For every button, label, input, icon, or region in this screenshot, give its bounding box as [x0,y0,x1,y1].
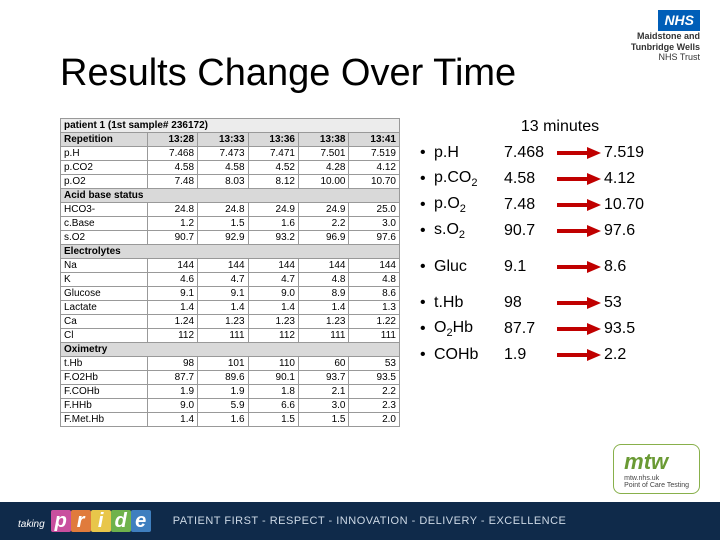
param-label: p.H [434,144,504,162]
param-label: COHb [434,346,504,364]
summary-row: •s.O290.797.6 [420,220,700,242]
table-row: t.Hb981011106053 [61,357,400,371]
mtw-logo: mtw mtw.nhs.ukPoint of Care Testing [613,444,700,494]
value-start: 90.7 [504,222,554,240]
value-start: 7.468 [504,144,554,162]
nhs-badge: NHS [658,10,700,31]
value-end: 10.70 [604,196,659,214]
arrow-icon [554,260,604,274]
param-label: Gluc [434,258,504,276]
table-row: F.O2Hb87.789.690.193.793.5 [61,371,400,385]
param-label: s.O2 [434,221,504,241]
table-row: Glucose9.19.19.08.98.6 [61,287,400,301]
table-row: p.H7.4687.4737.4717.5017.519 [61,147,400,161]
value-end: 4.12 [604,170,659,188]
arrow-icon [554,146,604,160]
value-end: 8.6 [604,258,659,276]
value-end: 97.6 [604,222,659,240]
summary-panel: 13 minutes •p.H7.4687.519•p.CO24.584.12•… [420,118,700,370]
summary-row: •O2Hb87.793.5 [420,318,700,340]
pride-letter: i [91,510,111,532]
nhs-trust-logo: NHS Maidstone and Tunbridge Wells NHS Tr… [631,10,700,63]
summary-row: •COHb1.92.2 [420,344,700,366]
page-title: Results Change Over Time [60,52,516,95]
arrow-icon [554,322,604,336]
arrow-icon [554,348,604,362]
values-text: PATIENT FIRST - RESPECT - INNOVATION - D… [173,515,567,527]
section-header: Acid base status [61,189,400,203]
arrow-icon [554,296,604,310]
table-row: p.O27.488.038.1210.0010.70 [61,175,400,189]
pride-letter: d [111,510,131,532]
value-start: 1.9 [504,346,554,364]
table-row: p.CO24.584.584.524.284.12 [61,161,400,175]
arrow-icon [554,224,604,238]
value-end: 93.5 [604,320,659,338]
table-row: K4.64.74.74.84.8 [61,273,400,287]
arrow-icon [554,198,604,212]
value-start: 4.58 [504,170,554,188]
param-label: O2Hb [434,319,504,339]
value-start: 87.7 [504,320,554,338]
pride-letter: p [51,510,71,532]
table-header: Repetition13:2813:3313:3613:3813:41 [61,133,400,147]
pride-logo: taking pride [18,510,151,533]
section-header: Electrolytes [61,245,400,259]
summary-row: •Gluc9.18.6 [420,256,700,278]
elapsed-label: 13 minutes [420,118,700,136]
value-start: 9.1 [504,258,554,276]
values-bar: taking pride PATIENT FIRST - RESPECT - I… [0,502,720,540]
table-row: F.HHb9.05.96.63.02.3 [61,399,400,413]
param-label: p.CO2 [434,169,504,189]
value-end: 53 [604,294,659,312]
table-row: Ca1.241.231.231.231.22 [61,315,400,329]
pride-letter: e [131,510,151,532]
summary-row: •p.CO24.584.12 [420,168,700,190]
arrow-icon [554,172,604,186]
summary-row: •p.H7.4687.519 [420,142,700,164]
value-start: 7.48 [504,196,554,214]
summary-row: •p.O27.4810.70 [420,194,700,216]
value-start: 98 [504,294,554,312]
table-row: c.Base1.21.51.62.23.0 [61,217,400,231]
table-row: Cl112111112111111 [61,329,400,343]
results-table: patient 1 (1st sample# 236172)Repetition… [60,118,400,427]
table-row: Na144144144144144 [61,259,400,273]
param-label: t.Hb [434,294,504,312]
value-end: 7.519 [604,144,659,162]
value-end: 2.2 [604,346,659,364]
table-row: HCO3-24.824.824.924.925.0 [61,203,400,217]
pride-letter: r [71,510,91,532]
table-row: F.Met.Hb1.41.61.51.52.0 [61,413,400,427]
summary-row: •t.Hb9853 [420,292,700,314]
table-row: Lactate1.41.41.41.41.3 [61,301,400,315]
footer: mtw mtw.nhs.ukPoint of Care Testing taki… [0,460,720,540]
patient-row: patient 1 (1st sample# 236172) [61,119,400,133]
param-label: p.O2 [434,195,504,215]
table-row: s.O290.792.993.296.997.6 [61,231,400,245]
table-row: F.COHb1.91.91.82.12.2 [61,385,400,399]
section-header: Oximetry [61,343,400,357]
